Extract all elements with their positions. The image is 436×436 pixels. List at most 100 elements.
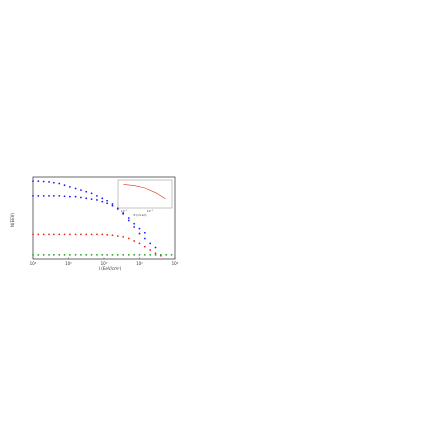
- series-3-point: [90, 233, 93, 236]
- series-2-point: [111, 204, 114, 207]
- inset-marks: [123, 184, 166, 200]
- series-2-point: [116, 208, 119, 210]
- series-4-point: [69, 254, 71, 256]
- series-4-point: [127, 254, 130, 256]
- x-tick-label: 10⁴: [172, 261, 179, 266]
- series-1-point: [149, 242, 152, 245]
- series-4-point: [149, 254, 152, 256]
- series-2-point: [127, 217, 130, 219]
- series-3-point: [74, 233, 77, 236]
- series-2-point: [74, 195, 77, 198]
- series-1-point: [90, 192, 93, 195]
- series-4-point: [154, 254, 157, 256]
- series-4-point: [74, 254, 77, 256]
- series-3-point: [143, 245, 146, 248]
- series-1-point: [52, 181, 55, 184]
- series-2-point: [48, 194, 50, 197]
- y-axis-label: N(EEV): [10, 213, 15, 227]
- series-1-point: [80, 189, 82, 192]
- x-tick-label: 10⁰: [101, 261, 108, 266]
- series-1-point: [48, 181, 50, 183]
- series-2-point: [69, 195, 71, 198]
- series-3-point: [96, 233, 98, 236]
- series-1-point: [63, 184, 66, 187]
- series-1-point: [143, 237, 146, 240]
- series-3-point: [122, 235, 125, 238]
- series-2-point: [106, 202, 109, 205]
- series-3-point: [58, 233, 61, 236]
- x-tick-label: 10²: [136, 261, 143, 266]
- series-4-point: [106, 254, 109, 256]
- series-2-point: [101, 200, 104, 203]
- series-3-point: [111, 234, 114, 237]
- series-1-point: [69, 185, 71, 188]
- inset-xlabel: θ (mrad): [133, 213, 146, 217]
- series-2-point: [143, 231, 146, 234]
- series-1-point: [74, 187, 77, 190]
- series-1-point: [154, 246, 157, 249]
- series-3-point: [85, 233, 88, 236]
- series-4-point: [63, 254, 66, 256]
- series-4-point: [52, 254, 55, 256]
- series-4-point: [85, 254, 88, 256]
- series-1-point: [32, 180, 34, 183]
- series-3-point: [48, 233, 50, 236]
- series-3-point: [52, 233, 55, 236]
- series-3-point: [42, 233, 45, 236]
- x-tick-label: 10²: [65, 261, 72, 266]
- series-3-point: [106, 233, 109, 236]
- series-2-point: [133, 222, 136, 225]
- series-1-point: [133, 226, 136, 228]
- inset-series-1-line: [123, 184, 166, 200]
- series-2-point: [42, 194, 45, 197]
- series-4-point: [58, 254, 61, 256]
- series-2-point: [37, 194, 40, 197]
- data-marks: [32, 180, 173, 257]
- inset-frame: [117, 179, 173, 209]
- series-1-point: [85, 190, 88, 193]
- series-4-point: [42, 254, 45, 256]
- series-2-point: [80, 196, 82, 199]
- series-2-point: [122, 212, 125, 214]
- series-1-point: [101, 197, 104, 200]
- series-4-point: [143, 254, 146, 256]
- series-4-point: [37, 254, 40, 256]
- x-axis-label: I (EeV/cm²): [99, 266, 122, 271]
- series-4-point: [170, 254, 173, 256]
- series-4-point: [159, 254, 162, 256]
- series-3-point: [101, 233, 104, 236]
- series-4-point: [138, 254, 141, 256]
- series-2-point: [63, 195, 66, 198]
- series-2-point: [52, 194, 55, 197]
- series-3-point: [32, 233, 34, 236]
- series-4-point: [80, 254, 82, 256]
- series-3-point: [37, 233, 40, 236]
- x-ticks: 10⁴ 10² 10⁰ 10² 10⁴: [30, 257, 179, 266]
- series-3-point: [80, 233, 82, 236]
- inset-xtick-1: 10⁻²: [121, 209, 128, 213]
- series-4-point: [116, 254, 119, 256]
- series-4-point: [96, 254, 98, 256]
- series-4-point: [165, 254, 168, 256]
- series-3-point: [149, 249, 152, 251]
- x-tick-label: 10⁴: [30, 261, 37, 266]
- series-2-point: [85, 197, 88, 200]
- series-3-point: [116, 235, 119, 237]
- series-4-point: [48, 254, 50, 256]
- inset-xtick-2: 10⁻¹: [147, 209, 154, 213]
- series-4-point: [32, 254, 34, 256]
- series-4-point: [111, 254, 114, 256]
- series-4-point: [101, 254, 104, 256]
- series-3-point: [154, 252, 157, 255]
- series-4-point: [122, 254, 125, 256]
- series-3-point: [133, 240, 136, 242]
- series-2-point: [58, 194, 61, 197]
- series-3-point: [127, 237, 130, 240]
- series-1-point: [37, 180, 40, 183]
- series-1-point: [127, 219, 130, 222]
- series-2-point: [138, 227, 141, 230]
- inset: θ (mrad) 10⁻² 10⁻¹: [117, 179, 173, 217]
- series-1-point: [138, 232, 141, 235]
- series-1-point: [96, 194, 98, 197]
